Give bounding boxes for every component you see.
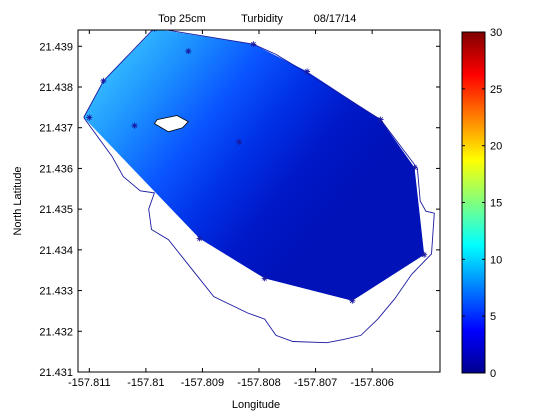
x-tick-label: -157.806 <box>350 377 393 389</box>
colorbar-tick-label: 0 <box>490 368 496 380</box>
y-tick-label: 21.433 <box>39 286 73 298</box>
y-tick-label: 21.431 <box>39 367 73 379</box>
y-tick-label: 21.438 <box>39 82 73 94</box>
title-date: 08/17/14 <box>314 13 357 25</box>
colorbar-tick-label: 10 <box>490 254 502 266</box>
sample-point-13 <box>196 235 203 242</box>
y-tick-label: 21.436 <box>39 163 73 175</box>
colorbar-scale <box>461 31 486 374</box>
colorbar: 0 5 10 15 20 25 30 <box>461 27 502 380</box>
sample-point-12 <box>261 275 268 282</box>
sample-point-10 <box>421 251 428 258</box>
x-tick-label: -157.808 <box>237 377 280 389</box>
sample-point-8 <box>377 116 384 123</box>
sample-point-1 <box>86 114 93 121</box>
sample-point-3 <box>131 122 138 129</box>
x-axis-ticks: -157.811 -157.81 -157.809 -157.808 -157.807 -… <box>68 30 394 389</box>
colorbar-tick-label: 5 <box>490 311 496 323</box>
colorbar-tick-label: 20 <box>490 141 502 153</box>
x-tick-label: -157.807 <box>294 377 337 389</box>
sample-point-9 <box>411 164 418 171</box>
x-axis-label: Longitude <box>232 399 280 411</box>
y-tick-label: 21.435 <box>39 204 73 216</box>
colorbar-tick-label: 25 <box>490 84 502 96</box>
y-tick-label: 21.434 <box>39 245 73 257</box>
y-tick-label: 21.439 <box>39 41 73 53</box>
turbidity-field <box>83 30 425 301</box>
colorbar-ticks: 0 5 10 15 20 25 30 <box>462 27 502 380</box>
sample-point-7 <box>304 68 311 75</box>
sample-point-2 <box>100 77 107 84</box>
sample-point-5 <box>185 48 192 55</box>
sample-point-14 <box>236 138 243 145</box>
x-tick-label: -157.809 <box>181 377 224 389</box>
sample-points <box>86 30 428 304</box>
title-depth: Top 25cm <box>158 13 206 25</box>
sample-point-6 <box>250 41 257 48</box>
y-tick-label: 21.432 <box>39 326 73 338</box>
sample-point-11 <box>349 297 356 304</box>
plot-area: -157.811 -157.81 -157.809 -157.808 -157.807 -… <box>39 29 441 389</box>
title-variable: Turbidity <box>241 13 283 25</box>
colorbar-tick-label: 30 <box>490 27 502 39</box>
x-tick-label: -157.811 <box>68 377 111 389</box>
island-outline <box>153 115 189 133</box>
x-tick-label: -157.81 <box>127 377 164 389</box>
shoreline-outline <box>83 30 435 344</box>
y-tick-label: 21.437 <box>39 123 73 135</box>
y-axis-ticks: 21.431 21.432 21.433 21.434 21.435 21.436 21.4… <box>39 41 440 379</box>
y-axis-label: North Latitude <box>12 166 24 235</box>
colorbar-tick-label: 15 <box>490 198 502 210</box>
